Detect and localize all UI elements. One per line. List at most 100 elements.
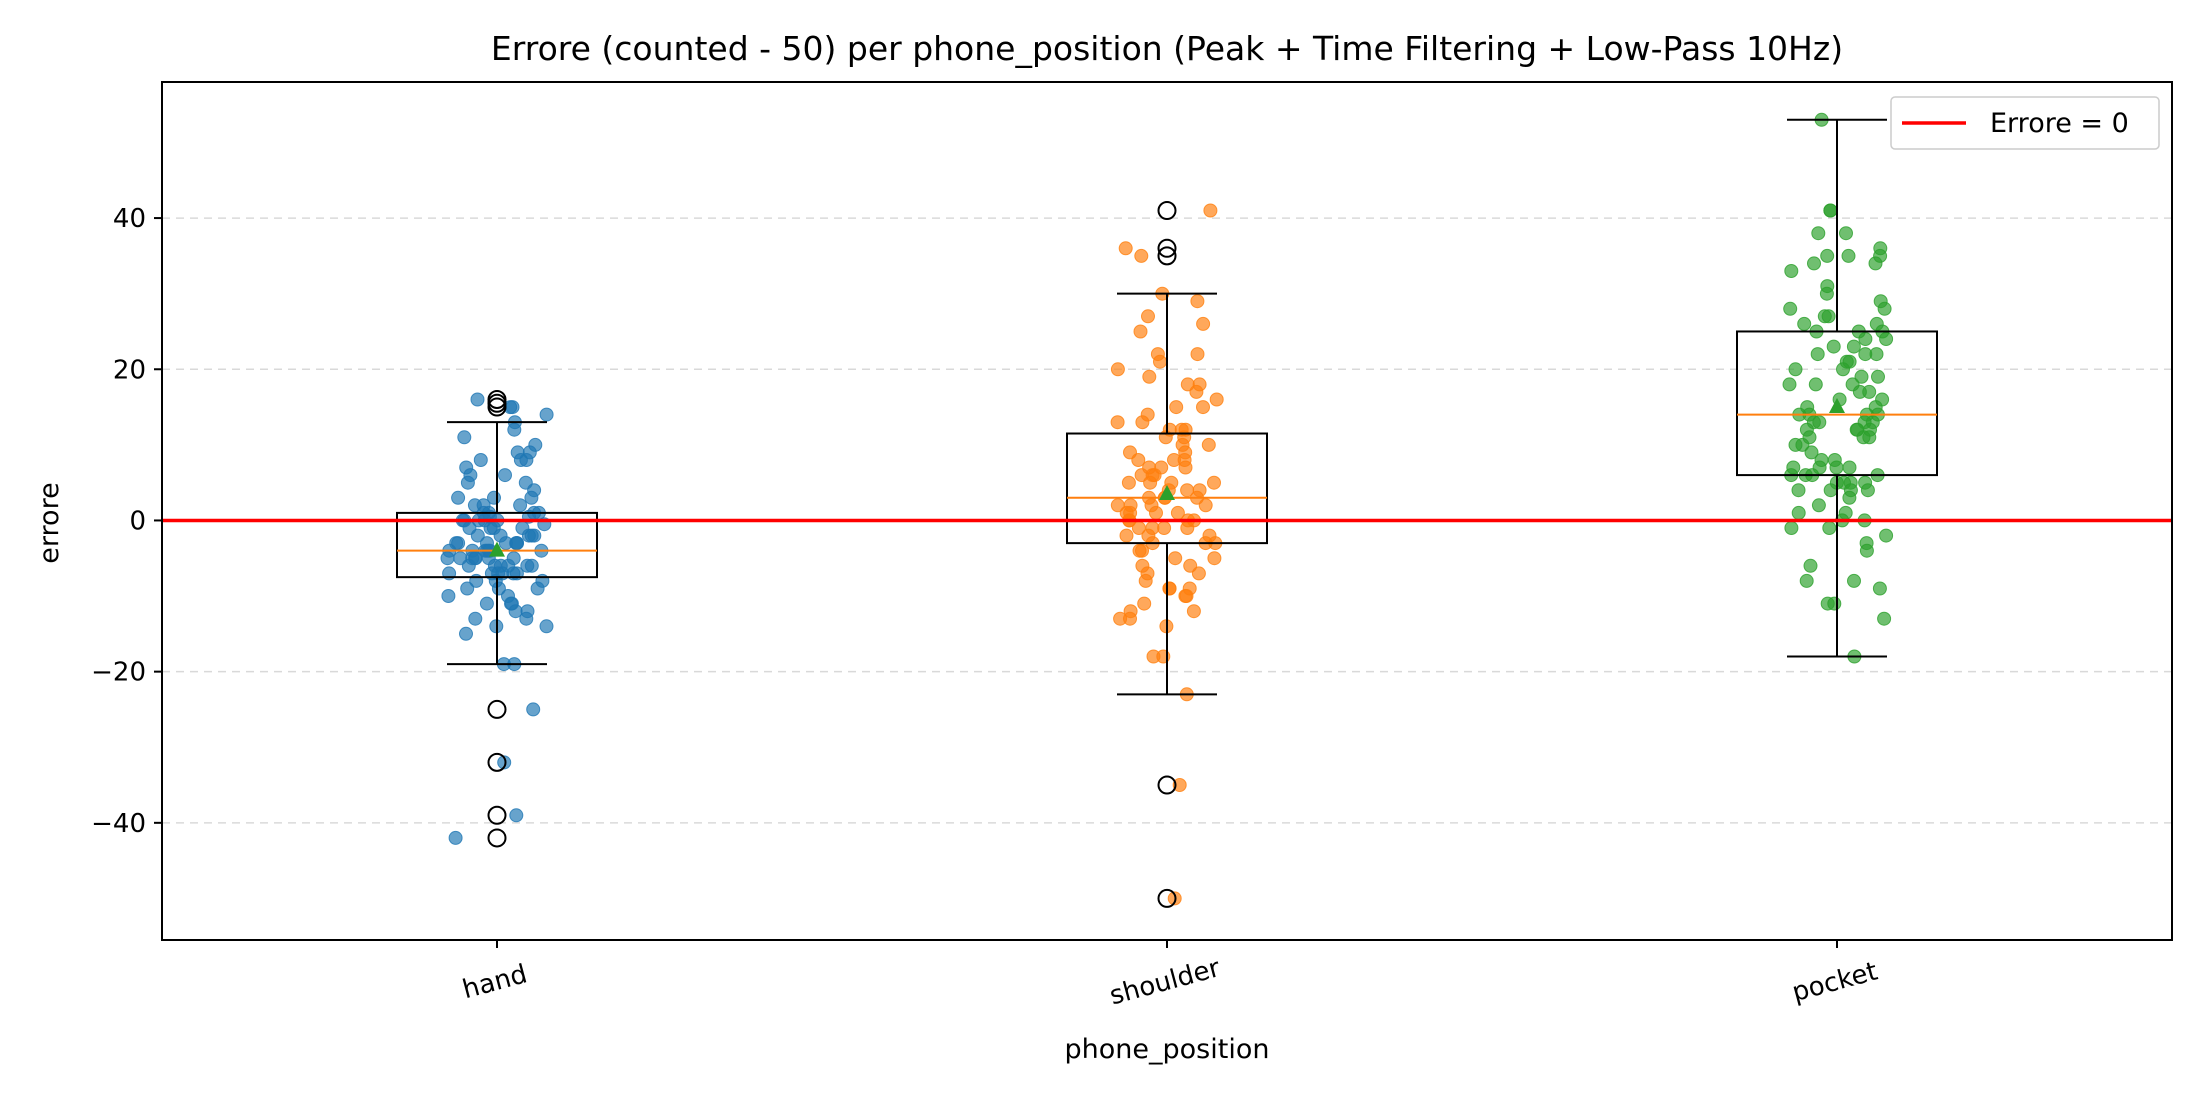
- box-pocket: [1736, 118, 1938, 658]
- data-point-hand: [460, 475, 475, 490]
- data-point-pocket: [1811, 226, 1826, 241]
- legend-label: Errore = 0: [1990, 108, 2129, 139]
- data-point-pocket: [1858, 347, 1873, 362]
- data-point-shoulder: [1201, 437, 1216, 452]
- data-point-shoulder: [1190, 294, 1205, 309]
- plot-frame: [161, 81, 2173, 941]
- y-tick-label: 40: [113, 204, 146, 234]
- data-point-hand: [539, 619, 554, 634]
- data-point-hand: [467, 498, 482, 513]
- mean-marker: [1159, 484, 1175, 500]
- data-point-pocket: [1839, 226, 1853, 241]
- data-point-shoulder: [1207, 475, 1221, 490]
- data-point-hand: [459, 626, 473, 641]
- data-point-pocket: [1827, 596, 1842, 611]
- data-point-pocket: [1842, 490, 1857, 505]
- data-point-shoulder: [1110, 415, 1125, 430]
- data-point-pocket: [1819, 286, 1834, 301]
- outlier-marker: [1157, 201, 1177, 221]
- data-point-hand: [524, 528, 539, 543]
- data-point-pocket: [1823, 203, 1838, 218]
- data-point-shoulder: [1118, 241, 1133, 256]
- y-tick-label: −20: [91, 658, 146, 688]
- x-tick-label-hand: hand: [459, 959, 530, 1005]
- data-point-hand: [440, 551, 455, 566]
- data-point-shoulder: [1133, 324, 1148, 339]
- data-point-shoulder: [1153, 354, 1167, 369]
- data-point-pocket: [1799, 573, 1814, 588]
- data-point-pocket: [1842, 460, 1857, 475]
- data-point-pocket: [1791, 505, 1806, 520]
- data-point-hand: [513, 498, 528, 513]
- data-point-pocket: [1852, 384, 1867, 399]
- outlier-marker: [487, 752, 507, 772]
- data-point-pocket: [1856, 430, 1871, 445]
- data-point-hand: [491, 581, 506, 596]
- data-point-pocket: [1879, 332, 1894, 346]
- box-body: [396, 511, 598, 579]
- y-tick-label: 0: [129, 506, 146, 536]
- data-point-hand: [479, 596, 494, 611]
- data-point-pocket: [1826, 339, 1841, 354]
- data-point-shoulder: [1196, 316, 1211, 331]
- data-point-shoulder: [1178, 460, 1193, 475]
- x-tick-label-shoulder: shoulder: [1107, 953, 1224, 1011]
- outlier-marker: [487, 699, 507, 719]
- data-point-pocket: [1817, 309, 1832, 324]
- data-point-pocket: [1871, 369, 1885, 384]
- data-point-pocket: [1804, 445, 1819, 460]
- data-point-pocket: [1847, 573, 1861, 588]
- data-point-hand: [539, 407, 554, 422]
- data-point-shoulder: [1110, 362, 1125, 377]
- data-point-shoulder: [1149, 505, 1163, 520]
- data-point-pocket: [1782, 377, 1797, 392]
- data-point-shoulder: [1162, 581, 1177, 596]
- data-point-shoulder: [1157, 521, 1172, 535]
- data-point-shoulder: [1186, 604, 1201, 619]
- data-point-pocket: [1811, 498, 1826, 513]
- data-point-pocket: [1860, 483, 1875, 498]
- outlier-marker: [487, 805, 507, 825]
- data-point-hand: [468, 611, 483, 626]
- data-point-pocket: [1803, 558, 1818, 573]
- legend: Errore = 0: [1890, 96, 2160, 150]
- data-point-shoulder: [1178, 589, 1193, 603]
- data-point-pocket: [1788, 362, 1803, 377]
- data-point-hand: [441, 589, 456, 603]
- data-point-hand: [470, 392, 485, 407]
- mean-marker: [489, 541, 505, 557]
- data-point-shoulder: [1135, 543, 1149, 558]
- data-point-shoulder: [1209, 392, 1224, 407]
- data-point-shoulder: [1138, 573, 1153, 588]
- box-hand: [396, 389, 598, 848]
- boxes: [396, 118, 1938, 908]
- y-tick-label: −40: [91, 809, 146, 839]
- data-point-shoulder: [1190, 347, 1205, 362]
- data-point-pocket: [1810, 347, 1825, 362]
- data-point-shoulder: [1196, 400, 1210, 415]
- data-point-pocket: [1841, 248, 1856, 263]
- data-point-pocket: [1807, 256, 1821, 271]
- data-point-hand: [460, 581, 475, 596]
- data-point-hand: [470, 528, 485, 543]
- data-point-pocket: [1788, 437, 1803, 452]
- data-point-shoulder: [1142, 369, 1157, 384]
- data-point-shoulder: [1172, 778, 1187, 792]
- data-point-shoulder: [1169, 400, 1184, 415]
- data-point-shoulder: [1134, 248, 1149, 263]
- data-point-shoulder: [1168, 551, 1183, 566]
- legend-frame: [1890, 96, 2160, 150]
- data-point-pocket: [1854, 369, 1869, 384]
- data-point-pocket: [1872, 581, 1887, 596]
- data-point-pocket: [1836, 362, 1850, 377]
- mean-marker: [1829, 398, 1845, 414]
- data-point-pocket: [1797, 316, 1812, 331]
- data-point-shoulder: [1135, 415, 1150, 430]
- data-point-hand: [508, 604, 523, 619]
- outlier-marker: [1157, 775, 1177, 795]
- box-shoulder: [1066, 201, 1268, 908]
- data-point-pocket: [1858, 332, 1873, 346]
- data-point-shoulder: [1141, 309, 1155, 324]
- data-point-shoulder: [1121, 475, 1136, 490]
- data-point-shoulder: [1180, 521, 1195, 535]
